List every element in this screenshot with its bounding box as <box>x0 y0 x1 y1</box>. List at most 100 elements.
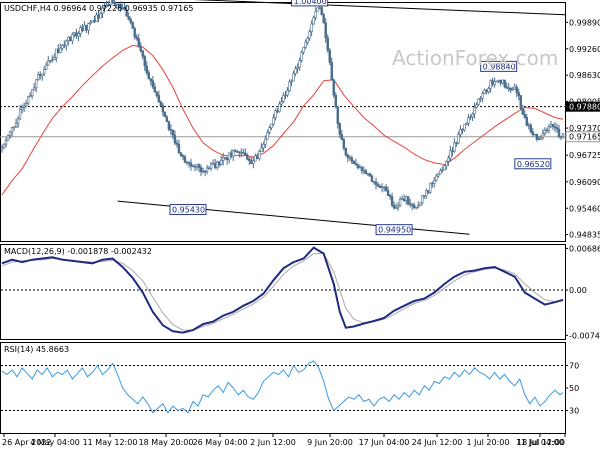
candle-body <box>246 154 249 160</box>
candle-body <box>324 22 327 39</box>
price-annotation-box <box>375 224 413 236</box>
candle-body <box>415 206 418 209</box>
candle-body <box>167 121 171 130</box>
candle-body <box>75 32 78 37</box>
xtick-label: 24 Jun 12:00 <box>412 438 463 447</box>
candle-body <box>417 205 420 208</box>
candle-body <box>14 122 18 128</box>
candle-body <box>45 64 48 70</box>
candle-body <box>304 41 307 48</box>
candle-body <box>256 155 259 159</box>
candle-body <box>119 4 122 9</box>
candle-body <box>260 147 263 152</box>
candle-body <box>53 57 56 60</box>
candle-body <box>217 161 221 165</box>
candle-body <box>547 126 551 131</box>
candle-body <box>147 72 150 79</box>
candle-body <box>131 22 134 29</box>
candle-body <box>384 186 388 191</box>
candle-body <box>61 44 64 49</box>
candle-body <box>376 184 380 187</box>
candle-body <box>280 101 283 105</box>
candle-body <box>390 196 394 206</box>
candle-body <box>282 94 285 102</box>
xtick-label: 18 May 20:00 <box>139 438 194 447</box>
candle-body <box>151 80 155 88</box>
candle-body <box>101 7 104 14</box>
candle-body <box>326 37 329 51</box>
candle-body <box>523 114 526 118</box>
candle-body <box>398 198 402 207</box>
rsi-ytick-label: 50 <box>569 384 579 393</box>
candle-body <box>155 91 159 96</box>
candle-body <box>419 202 422 207</box>
candle-body <box>322 14 325 24</box>
candle-body <box>340 134 344 140</box>
candle-body <box>161 105 165 113</box>
candle-body <box>43 69 46 75</box>
price-annotation-label: 0.94950 <box>378 226 411 235</box>
candle-body <box>388 195 392 197</box>
candle-body <box>199 167 203 173</box>
candle-body <box>374 181 378 185</box>
candle-body <box>515 86 518 93</box>
candle-body <box>270 123 273 129</box>
candle-body <box>87 23 90 31</box>
candle-body <box>4 140 8 145</box>
candle-body <box>378 186 382 188</box>
candle-body <box>406 196 410 205</box>
rsi-title: RSI(14) 45.8663 <box>4 345 69 354</box>
candle-body <box>103 6 106 9</box>
candle-body <box>519 95 522 109</box>
price-ytick-label: 0.99890 <box>569 18 600 27</box>
candle-body <box>232 150 235 157</box>
candle-body <box>223 156 227 159</box>
candle-body <box>445 160 448 167</box>
candle-body <box>32 87 36 90</box>
candle-body <box>338 123 341 135</box>
candle-body <box>425 190 428 197</box>
candle-body <box>531 131 535 136</box>
xtick-label: 17 Jun 04:00 <box>359 438 410 447</box>
candle-body <box>521 108 524 115</box>
candle-body <box>129 19 132 23</box>
candle-body <box>511 88 514 91</box>
candle-body <box>91 19 94 23</box>
candle-body <box>441 169 444 172</box>
rsi-ytick-label: 30 <box>569 407 579 416</box>
price-ytick-label: 0.95460 <box>569 204 600 213</box>
candle-body <box>501 79 504 84</box>
candle-body <box>105 4 108 8</box>
candle-body <box>153 86 157 93</box>
candle-body <box>342 139 346 149</box>
candle-body <box>268 127 271 133</box>
candle-body <box>16 118 20 124</box>
candle-body <box>238 151 241 154</box>
candle-body <box>300 51 303 61</box>
candle-body <box>433 179 436 184</box>
candle-body <box>557 128 561 137</box>
candle-body <box>429 182 432 193</box>
candle-body <box>179 152 183 156</box>
candle-body <box>41 73 44 77</box>
candle-body <box>18 109 22 120</box>
price-annotation-box <box>291 0 329 7</box>
candle-body <box>541 133 545 138</box>
candle-body <box>133 28 136 38</box>
macd-pane <box>0 244 566 340</box>
candle-body <box>404 196 408 201</box>
macd-ytick-label: 0.00 <box>569 286 587 295</box>
candle-body <box>276 110 279 112</box>
candle-body <box>286 90 289 96</box>
candle-body <box>348 157 352 159</box>
candle-body <box>499 79 502 84</box>
candle-body <box>123 7 126 11</box>
candle-body <box>382 186 386 188</box>
candle-body <box>93 19 96 22</box>
candle-body <box>360 166 364 171</box>
candle-body <box>517 92 520 96</box>
candle-body <box>298 59 301 68</box>
candle-body <box>195 164 199 167</box>
price-title: USDCHF,H4 0.96964 0.97226 0.96935 0.9716… <box>4 4 193 13</box>
candle-body <box>65 40 68 47</box>
